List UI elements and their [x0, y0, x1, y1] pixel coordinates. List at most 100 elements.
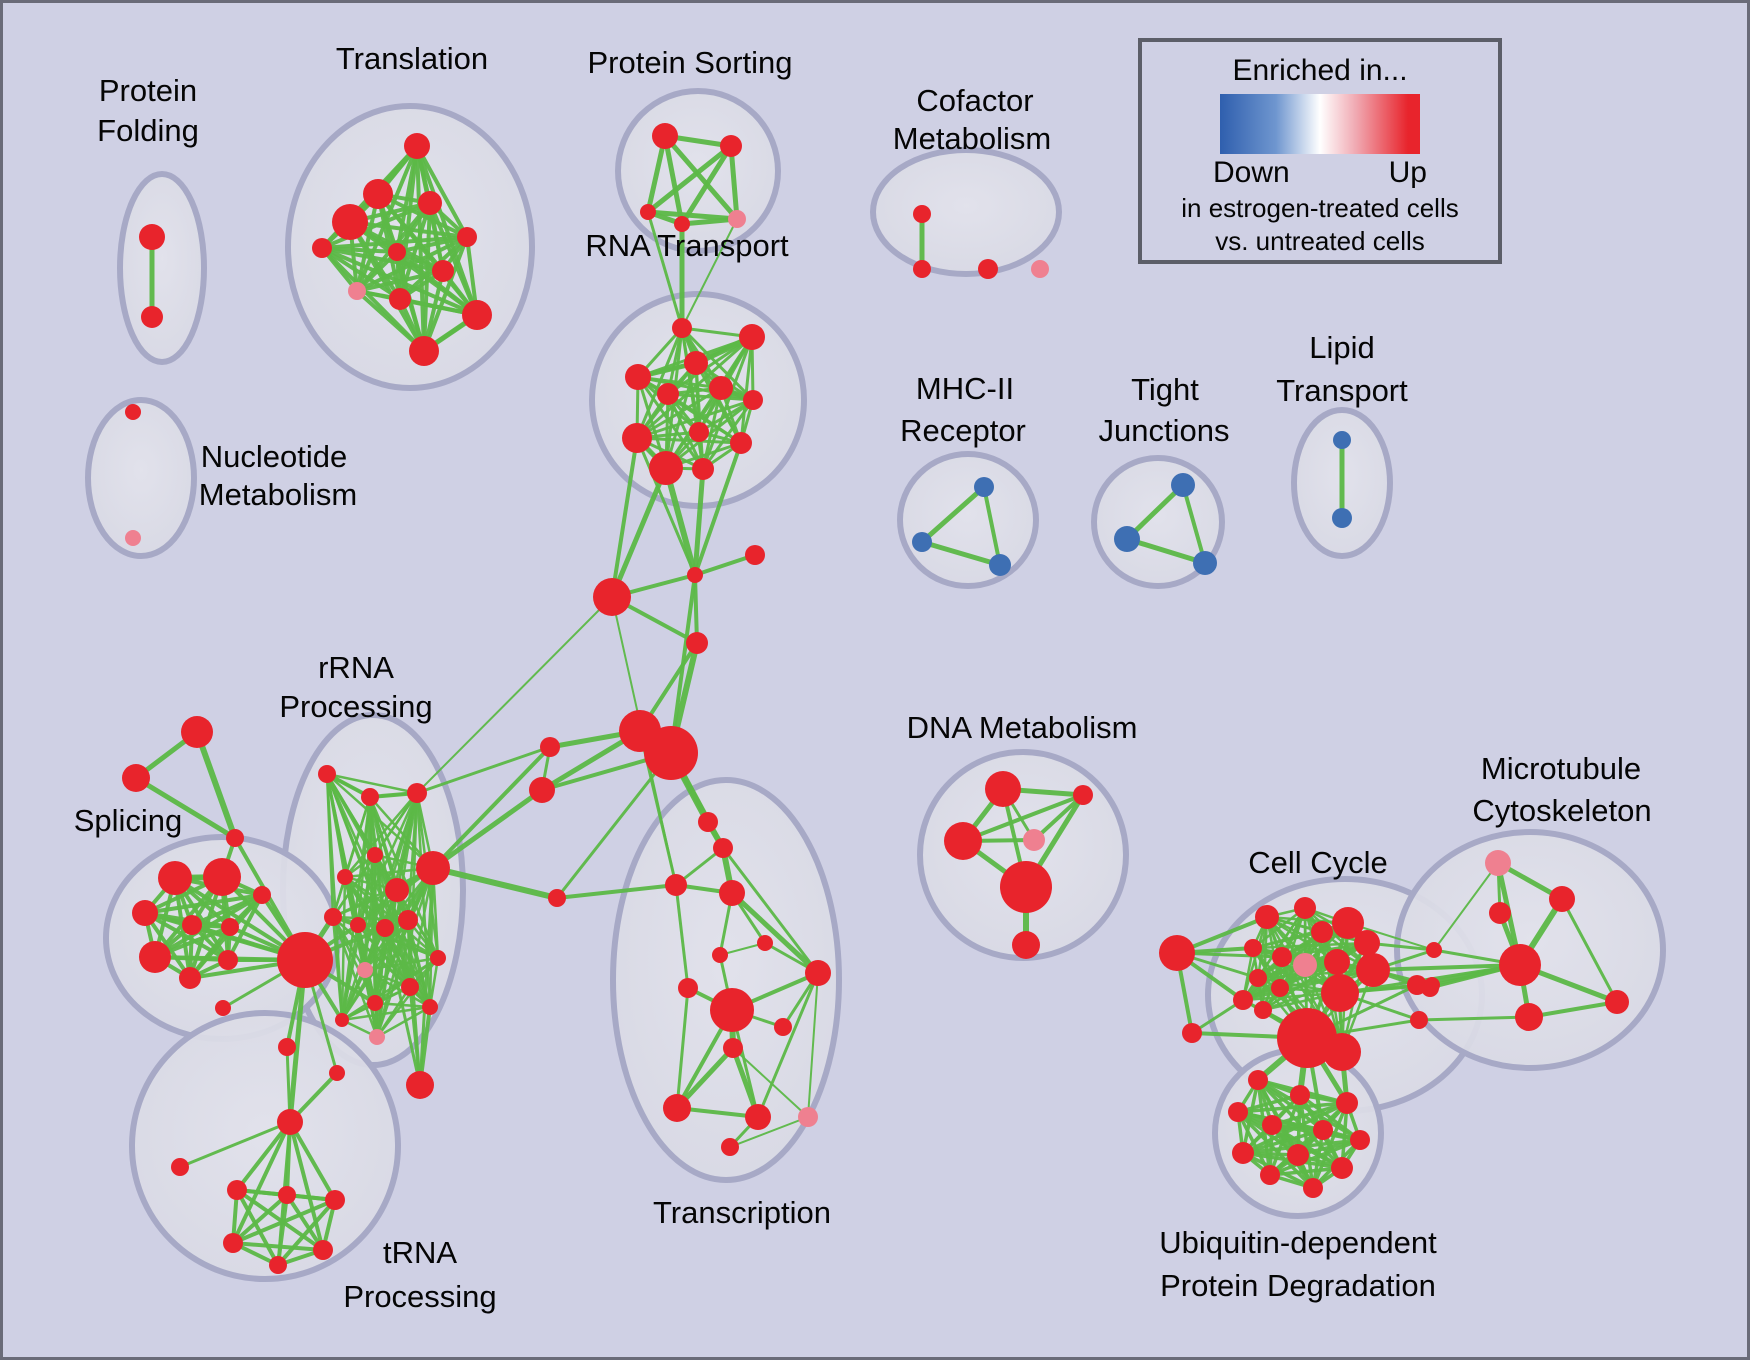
network-edge [340, 956, 440, 1022]
cluster-label-nucleotide-metabolism-line1: Nucleotide [201, 439, 347, 474]
network-node [388, 243, 406, 261]
network-edge [153, 893, 264, 959]
cluster-label-cofactor-metabolism-line2: Metabolism [893, 121, 1052, 156]
network-edge [235, 1120, 292, 1192]
network-node [1336, 1092, 1358, 1114]
network-node [1249, 969, 1267, 987]
network-edge [375, 866, 435, 1039]
network-node [745, 1104, 771, 1130]
cluster-label-tight-junctions-line2: Junctions [1099, 413, 1230, 448]
network-edge [320, 246, 426, 353]
network-node [357, 962, 373, 978]
network-edge [373, 853, 387, 930]
network-node [337, 869, 353, 885]
network-node [430, 950, 446, 966]
cluster-label-splicing: Splicing [74, 803, 183, 838]
network-node [432, 260, 454, 282]
network-node [367, 995, 383, 1011]
network-node [723, 1038, 743, 1058]
network-node [1499, 944, 1541, 986]
network-node [684, 351, 708, 375]
network-edge [729, 890, 821, 976]
network-edge [188, 893, 264, 980]
network-node [1410, 1011, 1428, 1029]
network-node [1605, 990, 1629, 1014]
network-node [730, 432, 752, 454]
legend-caption-line2: vs. untreated cells [1215, 225, 1425, 256]
network-node [1182, 1023, 1202, 1043]
network-node [1489, 902, 1511, 924]
network-node [625, 364, 651, 390]
network-node [719, 880, 745, 906]
cluster-label-cell-cycle: Cell Cycle [1248, 845, 1388, 880]
network-edge [363, 956, 440, 972]
network-edge [415, 144, 469, 239]
network-node [218, 950, 238, 970]
network-edge [285, 1193, 325, 1252]
network-edge [408, 985, 422, 1087]
network-node [1277, 1008, 1337, 1068]
network-edge [721, 846, 820, 975]
network-edge [331, 915, 344, 1022]
network-edge [674, 883, 690, 990]
network-node [418, 191, 442, 215]
network-edge [1190, 998, 1245, 1035]
network-node [1031, 260, 1049, 278]
network-edge [375, 918, 410, 1039]
network-node [728, 210, 746, 228]
network-node [385, 878, 409, 902]
network-edge [430, 865, 560, 901]
network-node [698, 812, 718, 832]
legend-gradient-bar [1220, 94, 1420, 154]
network-node [1023, 829, 1045, 851]
network-node [1114, 526, 1140, 552]
network-node [278, 1186, 296, 1204]
network-node [1244, 939, 1262, 957]
network-node [1171, 473, 1195, 497]
network-edge [1241, 968, 1375, 1002]
network-edge [675, 986, 690, 1110]
network-edge [320, 246, 402, 301]
network-edge [693, 553, 757, 577]
network-node [312, 238, 332, 258]
network-node [689, 422, 709, 442]
network-edge [1268, 1166, 1344, 1177]
legend-title: Enriched in... [1232, 54, 1408, 87]
network-edge [276, 1198, 337, 1267]
network-node [313, 1240, 333, 1260]
legend-up-label: Up [1388, 156, 1427, 189]
network-edge [635, 398, 755, 440]
network-node [710, 988, 754, 1032]
network-edge [680, 326, 755, 402]
network-edge [692, 466, 706, 578]
network-edge [375, 888, 399, 1039]
network-edge [662, 133, 740, 222]
network-edge [636, 375, 755, 402]
network-edge [636, 375, 705, 471]
network-edge [663, 465, 698, 578]
network-node [1313, 1120, 1333, 1140]
network-node [1333, 431, 1351, 449]
network-edge [320, 235, 469, 250]
network-edge [1241, 1128, 1325, 1155]
cluster-mhc-ii-receptor-bubble [897, 451, 1039, 589]
network-edge [555, 883, 678, 900]
network-edge [645, 143, 734, 215]
network-edge [418, 866, 435, 1087]
network-edge [430, 787, 545, 871]
cluster-label-tight-junctions-line1: Tight [1131, 372, 1199, 407]
network-edge [356, 923, 440, 960]
network-node [1260, 1165, 1280, 1185]
network-edge [1433, 862, 1499, 951]
network-node [672, 318, 692, 338]
legend-box: Enriched in... Down Up in estrogen-treat… [1138, 38, 1502, 264]
network-node [687, 567, 703, 583]
network-node [745, 545, 765, 565]
network-node [404, 133, 430, 159]
network-node [324, 908, 342, 926]
network-node [721, 1138, 739, 1156]
network-edge [635, 436, 743, 445]
network-edge [428, 956, 440, 1009]
network-edge [646, 210, 684, 330]
